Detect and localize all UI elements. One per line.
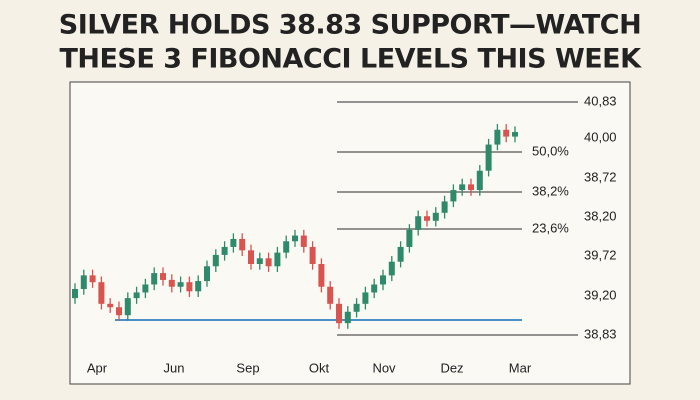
x-tick-label: Nov [372,360,396,375]
candle-body [309,246,316,264]
level-label: 38,83 [584,326,617,341]
candle-body [388,261,395,276]
candle-body [80,275,87,290]
candle-body [248,250,254,264]
candle-body [116,307,122,316]
candle-body [195,281,202,292]
candle-body [397,246,404,262]
candle-body [318,264,325,287]
level-label: 40,83 [584,93,617,108]
candle-body [168,279,175,287]
candle-body [344,311,351,324]
candle-body [177,282,184,287]
candle-body [432,212,439,221]
candle-body [72,289,78,299]
level-label: 39,72 [584,247,617,262]
candle-body [204,266,210,282]
level-label: 38,20 [584,208,617,223]
candle-body [265,258,272,267]
candle-body [468,184,474,191]
candle-body [415,216,422,230]
fib-label: 50,0% [532,143,569,158]
candle-body [371,284,378,293]
candle-body [160,273,166,280]
x-tick-label: Okt [309,360,330,375]
x-tick-label: Apr [87,360,108,375]
candle-body [503,129,510,137]
level-label: 39,20 [584,287,617,302]
candle-body [476,170,483,191]
level-label: 38,72 [584,169,617,184]
candle-body [133,292,140,299]
fib-label: 38,2% [532,183,569,198]
plot-frame [69,81,631,385]
candle-body [107,303,114,308]
candle-body [186,282,193,292]
candle-body [98,282,105,304]
candle-body [256,258,263,264]
candle-body [406,229,413,247]
candle-body [362,292,369,304]
x-tick-label: Sep [236,360,259,375]
x-tick-label: Mar [509,360,532,375]
candle-body [327,286,334,304]
candle-body [424,216,430,221]
candle-body [274,252,281,267]
candle-body [450,190,457,202]
candle-body [212,254,219,267]
candle-body [292,235,298,242]
candle-body [485,144,492,171]
candle-body [336,303,342,324]
candle-body [459,184,466,191]
candle-body [283,241,290,253]
level-label: 40,00 [584,129,617,144]
candle-body [221,246,228,255]
candle-body [89,275,96,283]
candle-body [380,275,386,285]
x-tick-label: Jun [164,360,185,375]
candle-body [441,201,448,213]
chart-title-line: THESE 3 FIBONACCI LEVELS THIS WEEK [59,44,642,75]
candle-body [239,238,246,251]
candle-body [512,132,518,137]
chart-title-line: SILVER HOLDS 38.83 SUPPORT—WATCH [59,10,641,41]
candle-body [230,238,237,247]
candle-body [494,129,501,145]
candle-body [300,235,307,247]
fib-label: 23,6% [532,220,569,235]
x-tick-label: Dez [440,360,463,375]
candle-body [353,303,360,312]
candle-body [124,298,131,316]
candle-body [151,273,158,285]
candle-body [142,284,149,293]
